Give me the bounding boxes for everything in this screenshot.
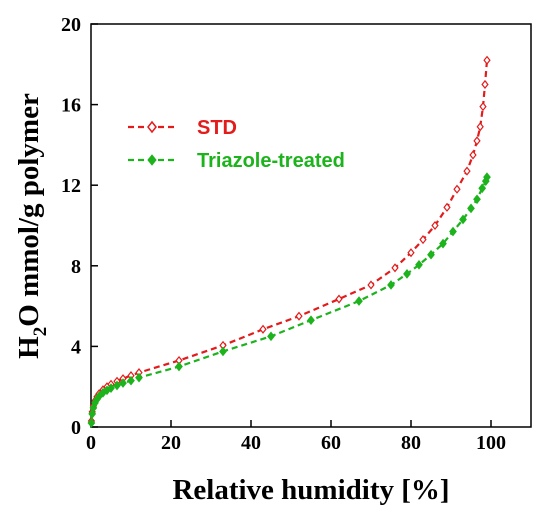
data-point-triazole-treated [467,203,475,214]
data-point-triazole-treated [459,214,467,225]
data-point-std [479,102,487,112]
legend-marker-triazole [147,154,157,166]
data-point-triazole-treated [387,280,395,290]
y-tick-label: 4 [71,336,81,358]
data-point-triazole-treated [439,238,447,249]
x-tick-label: 20 [161,432,181,454]
data-point-triazole-treated [473,194,481,205]
x-tick-label: 40 [241,432,261,454]
x-tick-label: 80 [401,432,421,454]
data-point-std [335,294,343,304]
x-tick-label: 100 [476,432,506,454]
data-point-std [391,263,399,273]
data-point-triazole-treated [107,383,115,393]
y-tick-label: 12 [61,175,81,197]
data-point-std [469,150,477,160]
data-point-std [453,184,461,194]
y-axis-title: H2O mmol/g polymer [13,93,51,359]
data-point-triazole-treated [127,375,135,386]
data-point-triazole-treated [267,331,275,342]
data-point-triazole-treated [119,378,127,388]
data-point-std [419,235,427,245]
data-point-std [295,311,303,321]
data-point-triazole-treated [483,172,491,182]
y-axis-title-main: H [13,336,45,359]
legend-label-triazole: Triazole-treated [197,150,345,172]
svg-text:H2O mmol/g polymer: H2O mmol/g polymer [13,93,51,359]
y-tick-label: 16 [61,95,81,117]
series-line-std [90,60,489,422]
legend-marker-std [147,120,157,134]
y-tick-label: 8 [71,256,81,278]
data-point-triazole-treated [307,315,315,326]
data-point-triazole-treated [135,372,143,383]
data-point-std [259,324,267,334]
data-point-std [483,55,491,65]
series-line-triazole-treated [90,176,489,424]
data-point-triazole-treated [113,380,121,391]
data-point-std [463,166,471,176]
plot-area-frame [90,23,532,428]
data-point-triazole-treated [403,269,411,279]
data-point-std [367,280,375,290]
x-tick-label: 0 [86,432,96,454]
data-point-std [481,79,489,90]
data-point-triazole-treated [478,183,487,194]
data-point-std [431,220,439,231]
data-point-std [407,248,415,258]
data-point-std [473,136,481,146]
data-point-std [476,122,484,132]
legend: STD Triazole-treated [128,117,345,172]
x-tick-label: 60 [321,432,341,454]
data-point-triazole-treated [355,296,363,306]
y-axis-title-rest: O mmol/g polymer [13,93,45,327]
data-point-triazole-treated [415,259,423,270]
axis-ticks: 0 20 40 60 80 100 0 4 8 12 16 20 [61,14,506,454]
series-layer [87,55,491,428]
data-point-triazole-treated [427,249,435,260]
series-std [87,55,491,426]
series-triazole-treated [87,172,491,428]
data-point-triazole-treated [219,346,227,357]
legend-label-std: STD [197,117,237,139]
y-axis-title-subscript: 2 [30,327,51,337]
data-point-triazole-treated [87,418,96,428]
data-point-std [443,202,451,212]
data-point-triazole-treated [449,226,457,237]
data-point-triazole-treated [175,361,183,372]
x-axis-title: Relative humidity [%] [172,474,449,506]
y-tick-label: 20 [61,14,81,36]
y-tick-label: 0 [71,417,81,439]
